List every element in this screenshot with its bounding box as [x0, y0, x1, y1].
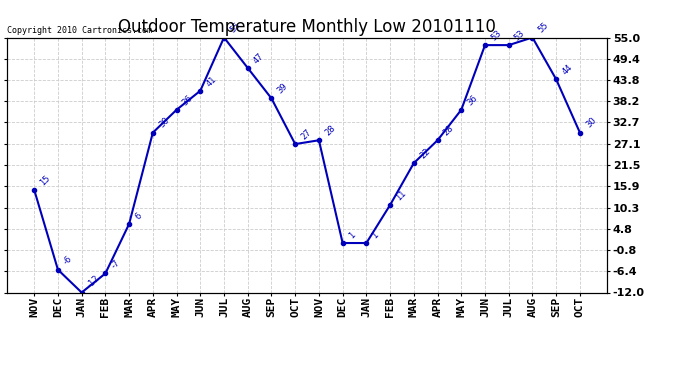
Text: 30: 30: [157, 116, 171, 130]
Text: 39: 39: [275, 82, 290, 96]
Text: 28: 28: [323, 124, 337, 138]
Text: 27: 27: [299, 128, 313, 141]
Text: -6: -6: [62, 255, 75, 267]
Title: Outdoor Temperature Monthly Low 20101110: Outdoor Temperature Monthly Low 20101110: [118, 18, 496, 36]
Text: 1: 1: [347, 230, 357, 240]
Text: 55: 55: [537, 21, 551, 35]
Text: -7: -7: [110, 258, 122, 271]
Text: 15: 15: [39, 173, 52, 187]
Text: 30: 30: [584, 116, 598, 130]
Text: 6: 6: [133, 211, 144, 221]
Text: 44: 44: [560, 63, 574, 76]
Text: 55: 55: [228, 21, 242, 35]
Text: 41: 41: [204, 74, 218, 88]
Text: 36: 36: [466, 93, 480, 107]
Text: -12: -12: [86, 274, 101, 290]
Text: 28: 28: [442, 124, 455, 138]
Text: 1: 1: [371, 230, 381, 240]
Text: Copyright 2010 Cartronics.com: Copyright 2010 Cartronics.com: [7, 26, 152, 35]
Text: 36: 36: [181, 93, 195, 107]
Text: 53: 53: [513, 28, 526, 42]
Text: 11: 11: [394, 188, 408, 202]
Text: 53: 53: [489, 28, 503, 42]
Text: 47: 47: [252, 51, 266, 65]
Text: 22: 22: [418, 147, 432, 160]
